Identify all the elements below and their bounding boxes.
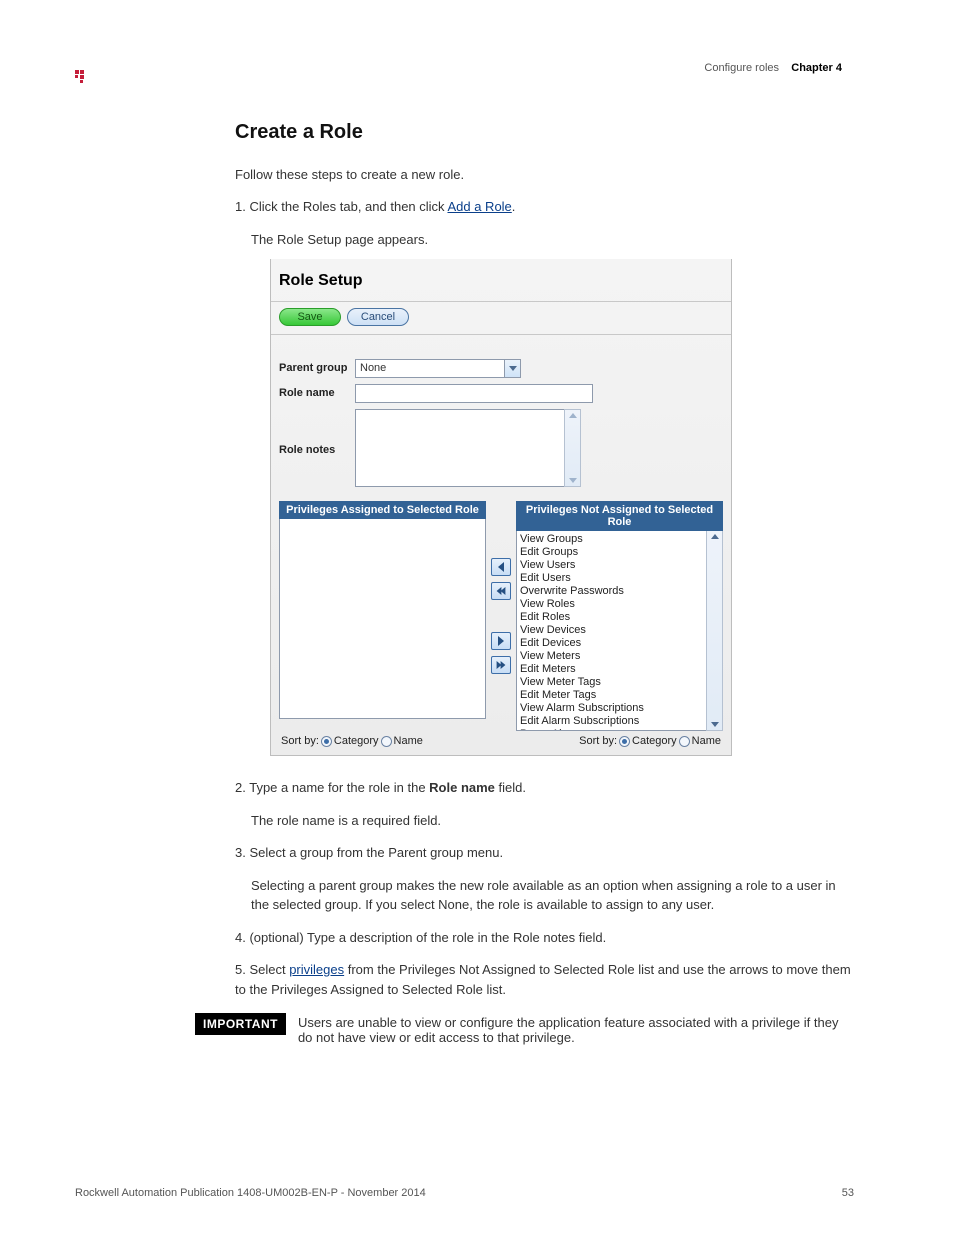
- role-name-input[interactable]: [355, 384, 593, 403]
- unassigned-privileges-header: Privileges Not Assigned to Selected Role: [516, 501, 723, 531]
- step-1: 1. Click the Roles tab, and then click A…: [235, 197, 854, 217]
- step-1b: The Role Setup page appears.: [251, 230, 854, 250]
- chevron-down-icon: [509, 366, 517, 371]
- step5-link: privileges: [289, 962, 344, 977]
- parent-group-select[interactable]: None: [355, 359, 521, 378]
- cancel-button[interactable]: Cancel: [347, 308, 409, 326]
- move-left-button[interactable]: [491, 558, 511, 576]
- move-all-left-button[interactable]: [491, 582, 511, 600]
- divider: [271, 301, 731, 302]
- sort-name-radio-left[interactable]: [381, 736, 392, 747]
- move-all-right-button[interactable]: [491, 656, 511, 674]
- role-notes-label: Role notes: [279, 441, 351, 456]
- step-3: 3. Select a group from the Parent group …: [235, 843, 854, 863]
- sort-name-label: Name: [394, 735, 423, 747]
- step-2-note: The role name is a required field.: [251, 811, 854, 831]
- brand-icon: [75, 70, 88, 83]
- panel-title: Role Setup: [271, 265, 731, 301]
- sort-right: Sort by: Category Name: [579, 735, 721, 747]
- step1-post: .: [512, 199, 516, 214]
- save-button[interactable]: Save: [279, 308, 341, 326]
- step-5: 5. Select privileges from the Privileges…: [235, 960, 854, 999]
- scroll-up-icon: [569, 413, 577, 418]
- privilege-item[interactable]: View Meter Tags: [520, 676, 703, 689]
- parent-group-value: None: [355, 359, 504, 378]
- triangle-left-icon: [498, 562, 504, 572]
- dropdown-button[interactable]: [504, 359, 521, 378]
- step1-link: Add a Role: [447, 199, 511, 214]
- scroll-up-icon: [711, 534, 719, 539]
- important-badge: IMPORTANT: [195, 1013, 286, 1035]
- footer-page: 53: [842, 1185, 854, 1202]
- privilege-item[interactable]: Purge Alarms: [520, 728, 703, 731]
- scroll-down-icon: [711, 722, 719, 727]
- sort-category-label: Category: [334, 735, 379, 747]
- step-3-body: Selecting a parent group makes the new r…: [251, 876, 854, 915]
- privilege-item[interactable]: View Roles: [520, 598, 703, 611]
- assigned-privileges-list[interactable]: [279, 519, 486, 719]
- scroll-down-icon: [569, 478, 577, 483]
- role-name-label: Role name: [279, 384, 351, 399]
- privilege-item[interactable]: Edit Meters: [520, 663, 703, 676]
- privilege-item[interactable]: Edit Users: [520, 572, 703, 585]
- important-note: IMPORTANT Users are unable to view or co…: [195, 1013, 854, 1045]
- privilege-item[interactable]: Overwrite Passwords: [520, 585, 703, 598]
- sort-name-label: Name: [692, 735, 721, 747]
- intro-text: Follow these steps to create a new role.: [235, 165, 854, 185]
- page-footer: Rockwell Automation Publication 1408-UM0…: [75, 1185, 854, 1202]
- privilege-item[interactable]: Edit Meter Tags: [520, 689, 703, 702]
- step-2: 2. Type a name for the role in the Role …: [235, 778, 854, 798]
- role-setup-screenshot: Role Setup Save Cancel Parent group None…: [270, 259, 732, 756]
- step2-pre: 2. Type a name for the role in the: [235, 780, 426, 795]
- important-text: Users are unable to view or configure th…: [298, 1013, 854, 1045]
- sort-category-radio-left[interactable]: [321, 736, 332, 747]
- privilege-item[interactable]: View Devices: [520, 624, 703, 637]
- textarea-scrollbar[interactable]: [564, 409, 581, 487]
- footer-pub: Rockwell Automation Publication 1408-UM0…: [75, 1185, 426, 1202]
- assigned-privileges-header: Privileges Assigned to Selected Role: [279, 501, 486, 519]
- privilege-item[interactable]: View Groups: [520, 533, 703, 546]
- chapter-header: Configure roles Chapter 4: [75, 60, 854, 77]
- step-4: 4. (optional) Type a description of the …: [235, 928, 854, 948]
- privilege-item[interactable]: Edit Roles: [520, 611, 703, 624]
- privilege-item[interactable]: Edit Devices: [520, 637, 703, 650]
- step2-post: field.: [495, 780, 526, 795]
- sort-left: Sort by: Category Name: [281, 735, 423, 747]
- privilege-item[interactable]: View Users: [520, 559, 703, 572]
- parent-group-label: Parent group: [279, 359, 351, 374]
- step5-pre: 5. Select: [235, 962, 289, 977]
- privilege-item[interactable]: Edit Groups: [520, 546, 703, 559]
- sort-category-radio-right[interactable]: [619, 736, 630, 747]
- privilege-item[interactable]: View Alarm Subscriptions: [520, 702, 703, 715]
- step1-pre: 1. Click the Roles tab, and then click: [235, 199, 445, 214]
- unassigned-privileges-list[interactable]: View GroupsEdit GroupsView UsersEdit Use…: [516, 531, 706, 731]
- sort-name-radio-right[interactable]: [679, 736, 690, 747]
- privilege-item[interactable]: View Meters: [520, 650, 703, 663]
- chapter-number: Chapter 4: [791, 62, 842, 74]
- move-right-button[interactable]: [491, 632, 511, 650]
- list-scrollbar[interactable]: [706, 531, 723, 731]
- step2-bold: Role name: [429, 780, 495, 795]
- section-title: Create a Role: [235, 117, 854, 147]
- role-notes-textarea[interactable]: [355, 409, 564, 487]
- sort-label: Sort by:: [281, 735, 319, 747]
- privilege-item[interactable]: Edit Alarm Subscriptions: [520, 715, 703, 728]
- triangle-right-icon: [498, 636, 504, 646]
- sort-category-label: Category: [632, 735, 677, 747]
- divider: [271, 334, 731, 335]
- sort-label: Sort by:: [579, 735, 617, 747]
